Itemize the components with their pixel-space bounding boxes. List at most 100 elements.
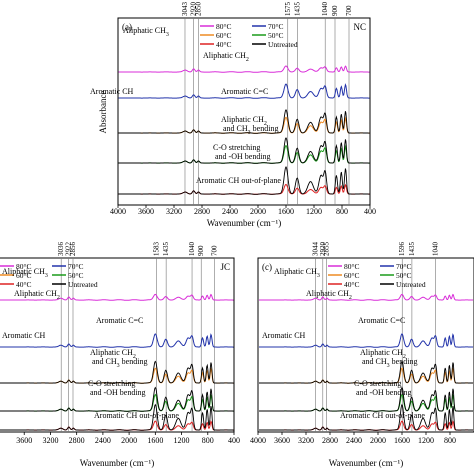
legend-label: 50°C xyxy=(396,271,412,280)
peak-label: 1596 xyxy=(398,242,406,257)
x-tick-label: 800 xyxy=(336,207,348,216)
peak-label: 700 xyxy=(345,5,353,16)
peak-label: 1040 xyxy=(432,242,440,257)
peak-label: 900 xyxy=(197,245,205,256)
x-tick-label: 2800 xyxy=(322,436,338,445)
series-line-5 xyxy=(0,403,234,431)
y-axis-label: Absorbance xyxy=(98,91,108,134)
series-line-5 xyxy=(118,109,370,134)
panel-letter: (c) xyxy=(262,262,272,272)
x-tick-label: 2400 xyxy=(222,207,238,216)
peak-label: 1435 xyxy=(408,242,416,257)
legend: 80°C 70°C 60°C 50°C 40°C Untreated xyxy=(328,262,426,289)
annotation-label: Aliphatic CH3 xyxy=(2,267,48,279)
x-tick-label: 400 xyxy=(228,436,240,445)
annotation-label: Aromatic CH xyxy=(262,331,306,340)
peak-label: 1435 xyxy=(162,242,170,257)
x-tick-label: 1600 xyxy=(278,207,294,216)
x-tick-label: 2000 xyxy=(250,207,266,216)
annotation-label: Aromatic C=C xyxy=(96,316,143,325)
peak-label: 1435 xyxy=(294,2,302,17)
annotation-label: Aliphatic CH2 xyxy=(360,348,406,360)
plot-frame xyxy=(0,257,235,433)
annotation-label: Aliphatic CH2 xyxy=(221,115,267,127)
peak-label: 1040 xyxy=(188,242,196,257)
series-line-5 xyxy=(259,403,474,431)
series-line-3 xyxy=(259,393,474,412)
x-tick-label: 2800 xyxy=(69,436,85,445)
annotation-label: Aliphatic CH2 xyxy=(90,348,136,360)
series-line-4 xyxy=(118,183,370,195)
x-tick-label: 3600 xyxy=(16,436,32,445)
legend-label: 60°C xyxy=(16,271,32,280)
annotation-label: C-O stretching xyxy=(213,143,260,152)
x-tick-label: 2400 xyxy=(95,436,111,445)
peak-label: 1040 xyxy=(321,2,329,17)
annotation-label: and CH3 bending xyxy=(223,124,278,136)
legend-label: 70°C xyxy=(68,262,84,271)
peak-label: 700 xyxy=(210,245,218,256)
peak-label: 1583 xyxy=(152,242,160,257)
peak-label: 2920 xyxy=(319,242,327,257)
x-tick-label: 3200 xyxy=(166,207,182,216)
legend: 80°C 70°C 60°C 50°C 40°C Untreated xyxy=(200,22,298,49)
x-tick-label: 1600 xyxy=(147,436,163,445)
legend-label: 80°C xyxy=(216,22,232,31)
legend-label: 80°C xyxy=(16,262,32,271)
peak-label: 2850 xyxy=(195,2,203,17)
legend-label: 40°C xyxy=(344,280,360,289)
legend-label: 60°C xyxy=(216,31,232,40)
legend-label: Untreated xyxy=(68,280,98,289)
annotation-label: and CH3 bending xyxy=(362,357,417,369)
x-tick-label: 1600 xyxy=(394,436,410,445)
sample-label: JC xyxy=(220,262,230,272)
legend-label: Untreated xyxy=(268,40,298,49)
series-line-5 xyxy=(0,386,234,412)
annotation-label: Aliphatic CH3 xyxy=(123,26,169,38)
legend-label: 60°C xyxy=(344,271,360,280)
sample-label: NC xyxy=(353,22,366,32)
peak-label: 2856 xyxy=(69,242,77,257)
legend-label: 70°C xyxy=(268,22,284,31)
annotation-label: Aliphatic CH2 xyxy=(14,289,60,301)
peak-label: 3043 xyxy=(181,2,189,17)
peak-label: 2855 xyxy=(323,242,331,257)
series-line-5 xyxy=(0,360,234,384)
plot-frame xyxy=(117,17,371,206)
legend-label: 40°C xyxy=(216,40,232,49)
x-tick-label: 1200 xyxy=(306,207,322,216)
x-tick-label: 3200 xyxy=(298,436,314,445)
peak-label: 900 xyxy=(331,5,339,16)
legend: 80°C 70°C 60°C 50°C 40°C Untreated xyxy=(0,262,98,289)
series-line-1 xyxy=(0,333,234,348)
annotation-label: and -OH bending xyxy=(90,388,146,397)
x-tick-label: 4000 xyxy=(250,436,266,445)
series-line-0 xyxy=(0,293,234,301)
annotation-label: Aromatic CH out-of-plane xyxy=(340,411,425,420)
annotation-label: C-O stretching xyxy=(354,379,401,388)
annotation-label: Aromatic C=C xyxy=(358,316,405,325)
annotation-label: Aromatic CH xyxy=(90,87,134,96)
legend-label: 70°C xyxy=(396,262,412,271)
x-tick-label: 1200 xyxy=(418,436,434,445)
annotation-label: Aliphatic CH2 xyxy=(306,289,352,301)
x-tick-label: 4000 xyxy=(110,207,126,216)
x-tick-label: 3600 xyxy=(138,207,154,216)
annotation-label: Aliphatic CH2 xyxy=(203,51,249,63)
series-line-1 xyxy=(259,333,474,348)
panel-letter: (a) xyxy=(122,22,132,32)
annotation-label: and -OH bending xyxy=(356,388,412,397)
series-line-4 xyxy=(0,420,234,431)
x-axis-label: Wavenumber (cm⁻¹) xyxy=(207,218,281,228)
series-line-4 xyxy=(259,420,474,431)
x-tick-label: 1200 xyxy=(174,436,190,445)
annotation-label: and CH3 bending xyxy=(92,357,147,369)
x-tick-label: 3600 xyxy=(274,436,290,445)
annotation-label: Aromatic CH out-of-plane xyxy=(196,176,281,185)
series-line-0 xyxy=(118,65,370,73)
legend-label: 50°C xyxy=(68,271,84,280)
series-line-5 xyxy=(118,166,370,195)
x-tick-label: 2000 xyxy=(370,436,386,445)
